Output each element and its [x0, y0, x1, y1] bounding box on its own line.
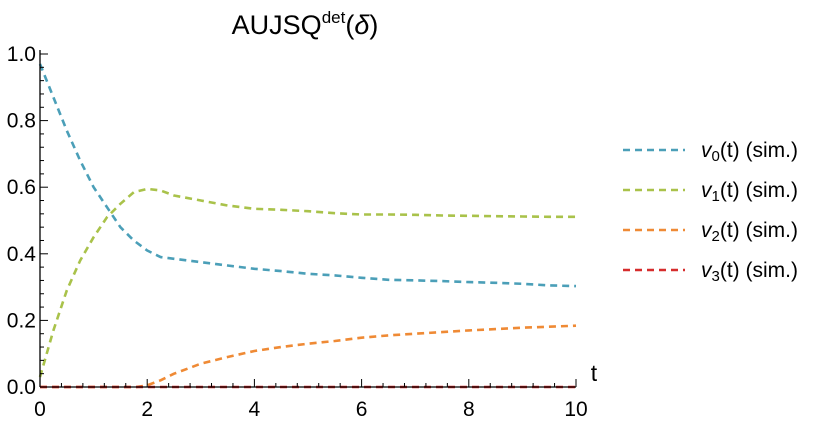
y-tick-label: 1.0: [7, 43, 36, 66]
chart-title-open-paren: (: [345, 10, 354, 40]
legend-subscript: 2: [712, 228, 720, 245]
y-tick-label: 0.0: [7, 376, 36, 399]
legend-label-v3: v3(t) (sim.): [701, 259, 798, 285]
legend-rest: (t) (sim.): [720, 259, 798, 282]
legend-var: v: [701, 219, 713, 242]
chart-title-main: AUJSQ: [232, 10, 322, 40]
x-tick-label: 0: [34, 398, 46, 421]
x-tick-label: 4: [249, 398, 261, 421]
plot-area: [38, 63, 577, 389]
y-tick-label: 0.8: [7, 110, 36, 133]
series-line-v0: [38, 63, 577, 288]
x-tick-label: 6: [356, 398, 368, 421]
x-axis-label: t: [591, 360, 598, 386]
legend-label-v1: v1(t) (sim.): [701, 179, 798, 205]
legend-var: v: [701, 179, 713, 202]
legend-subscript: 0: [712, 148, 720, 165]
series-line-v2: [40, 324, 577, 389]
legend: v0(t) (sim.)v1(t) (sim.)v2(t) (sim.)v3(t…: [623, 139, 798, 285]
legend-rest: (t) (sim.): [720, 139, 798, 162]
chart-title: AUJSQdet(δ): [232, 8, 379, 40]
legend-rest: (t) (sim.): [720, 179, 798, 202]
chart-title-close-paren: ): [369, 10, 378, 40]
legend-label-v0: v0(t) (sim.): [701, 139, 798, 165]
legend-rest: (t) (sim.): [720, 219, 798, 242]
chart-title-superscript: det: [322, 8, 346, 27]
legend-label-v2: v2(t) (sim.): [701, 219, 798, 245]
legend-var: v: [701, 139, 713, 162]
legend-subscript: 3: [712, 268, 720, 285]
chart-title-argument: δ: [354, 10, 370, 40]
x-tick-label: 8: [463, 398, 475, 421]
axes: 0 2 4 6 8 10 0.0 0.2 0.4 0.6 0.8 1.0 t: [7, 43, 598, 421]
y-tick-label: 0.2: [7, 309, 36, 332]
legend-var: v: [701, 259, 713, 282]
x-tick-label: 2: [141, 398, 153, 421]
legend-subscript: 1: [712, 188, 720, 205]
x-tick-label: 10: [564, 398, 587, 421]
series-line-v1: [38, 187, 576, 378]
y-tick-label: 0.6: [7, 176, 36, 199]
y-tick-label: 0.4: [7, 243, 37, 266]
